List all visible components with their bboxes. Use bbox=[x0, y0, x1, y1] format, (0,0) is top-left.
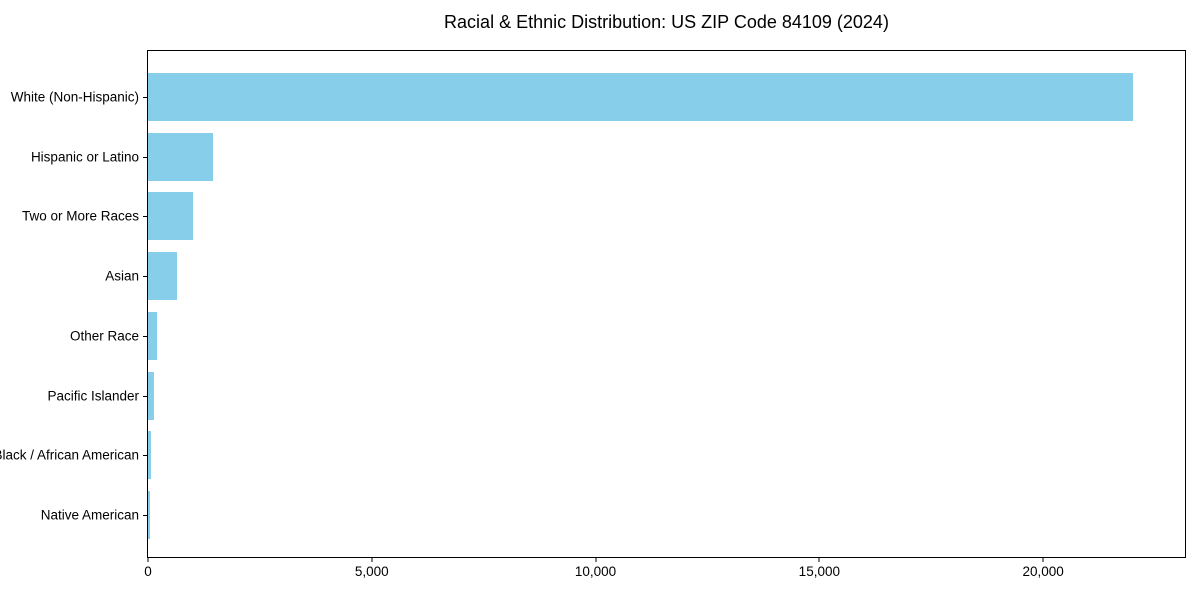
bar bbox=[148, 491, 150, 539]
y-axis-category-label: Two or More Races bbox=[21, 208, 139, 224]
chart-title: Racial & Ethnic Distribution: US ZIP Cod… bbox=[444, 12, 889, 32]
y-tick-mark bbox=[143, 97, 147, 98]
x-tick-mark bbox=[595, 558, 597, 562]
y-tick-mark bbox=[143, 335, 147, 337]
x-axis-tick-label: 5,000 bbox=[354, 564, 389, 579]
y-axis-category-label: Hispanic or Latino bbox=[30, 149, 139, 165]
y-axis-category-label: Pacific Islander bbox=[47, 388, 139, 404]
y-tick-mark bbox=[143, 276, 147, 278]
bar bbox=[148, 311, 158, 360]
x-tick-mark bbox=[371, 558, 373, 562]
y-axis-category-label: White (Non-Hispanic) bbox=[10, 89, 139, 105]
x-axis-tick-label: 0 bbox=[144, 564, 152, 579]
y-axis-category-label: Native American bbox=[40, 507, 139, 523]
y-tick-mark bbox=[143, 216, 147, 218]
bar bbox=[148, 73, 1133, 121]
y-tick-mark bbox=[143, 395, 147, 397]
x-axis-tick-label: 15,000 bbox=[798, 564, 840, 579]
bar bbox=[148, 132, 213, 181]
x-tick-mark bbox=[818, 558, 820, 562]
bar bbox=[148, 192, 193, 241]
y-tick-mark bbox=[143, 515, 147, 516]
bar bbox=[148, 371, 154, 420]
x-axis-tick-label: 20,000 bbox=[1022, 564, 1064, 579]
y-tick-mark bbox=[143, 156, 147, 158]
x-tick-mark bbox=[1042, 558, 1044, 562]
y-tick-mark bbox=[143, 455, 147, 457]
bar bbox=[148, 252, 178, 301]
y-axis-category-label: Other Race bbox=[69, 328, 139, 344]
y-axis-category-label: Black / African American bbox=[0, 447, 139, 463]
bar bbox=[148, 431, 152, 480]
plot-area: White (Non-Hispanic) Hispanic or Latino Tw… bbox=[0, 50, 1186, 579]
y-axis-category-label: Asian bbox=[105, 268, 139, 284]
x-tick-mark bbox=[147, 558, 149, 562]
x-axis-tick-label: 10,000 bbox=[574, 564, 617, 579]
